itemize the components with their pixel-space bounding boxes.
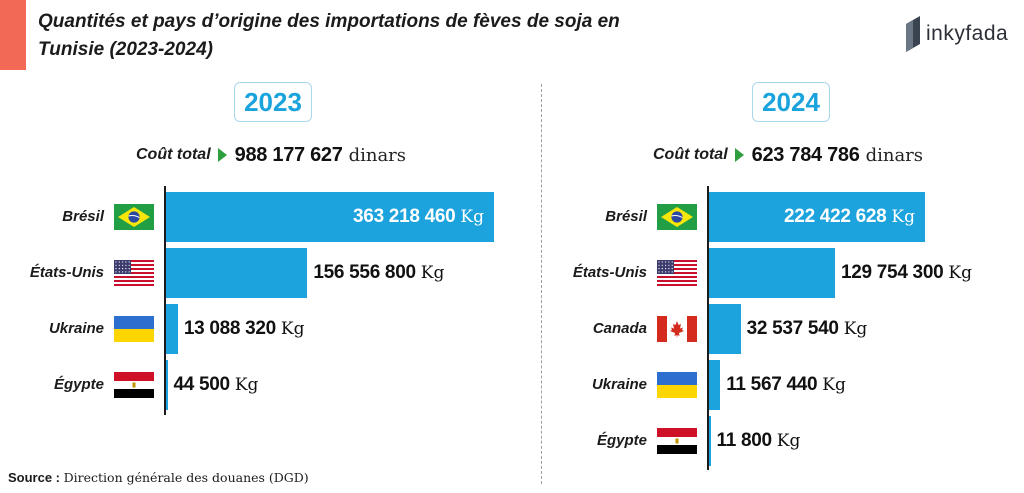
data-label-unit: Kg — [822, 375, 846, 395]
arrow-right-icon — [734, 148, 744, 162]
egypt-flag-icon — [657, 428, 697, 454]
logo-text: inkyfada — [926, 22, 1009, 45]
data-label: 363 218 460 Kg — [166, 204, 484, 230]
data-label-unit: Kg — [420, 263, 445, 283]
bar-ukraine — [709, 360, 721, 410]
data-label: 32 537 540 Kg — [747, 316, 868, 342]
bar-egypte — [166, 360, 168, 410]
country-label: États-Unis — [29, 264, 104, 281]
data-label-unit: Kg — [776, 431, 801, 451]
data-label-value: 32 537 540 — [746, 318, 839, 339]
bar-ukraine — [166, 304, 178, 354]
country-label: Ukraine — [48, 320, 104, 337]
data-label-value: 44 500 — [173, 374, 231, 395]
country-label: Canada — [592, 320, 647, 337]
arrow-right-icon — [217, 148, 227, 162]
bar-bresil — [166, 192, 494, 242]
data-label: 11 567 440 Kg — [726, 372, 846, 398]
canada-flag-icon — [657, 316, 697, 342]
total-label: Coût total — [136, 146, 211, 163]
year-badge-2023: 2023 — [234, 82, 312, 122]
panel-divider — [541, 84, 542, 484]
data-label: 222 422 628 Kg — [709, 204, 915, 230]
brazil-flag-icon — [114, 204, 154, 230]
data-label-value: 156 556 800 — [313, 262, 416, 283]
chart-title: Quantités et pays d’origine des importat… — [38, 11, 620, 60]
usa-flag-icon — [657, 260, 697, 286]
data-label: 11 800 Kg — [717, 428, 801, 454]
logo: inkyfada — [906, 16, 1008, 52]
data-label: 13 088 320 Kg — [184, 316, 305, 342]
egypt-flag-icon — [114, 372, 154, 398]
data-label-value: 11 800 — [716, 430, 773, 451]
total-currency: dinars — [865, 144, 924, 166]
bar-etats-unis — [709, 248, 835, 298]
bar-egypte — [709, 416, 711, 466]
country-label: Ukraine — [591, 376, 647, 393]
bar-etats-unis — [166, 248, 308, 298]
data-label-unit: Kg — [280, 319, 305, 339]
bar-canada — [709, 304, 741, 354]
data-label-value: 129 754 300 — [841, 262, 944, 283]
data-label: 156 556 800 Kg — [313, 260, 444, 286]
data-label-unit: Kg — [843, 319, 868, 339]
chart-axis-line — [164, 186, 166, 415]
country-label: Égypte — [596, 432, 647, 449]
ukraine-flag-icon — [657, 372, 697, 398]
source-label: Source : — [8, 470, 61, 485]
data-label-value: 13 088 320 — [183, 318, 276, 339]
year-badge-2024: 2024 — [752, 82, 830, 122]
total-label: Coût total — [653, 146, 728, 163]
total-value: 988 177 627 — [234, 143, 343, 166]
total-currency: dinars — [348, 144, 407, 166]
data-label-unit: Kg — [891, 207, 915, 227]
total-value: 623 784 786 — [751, 143, 860, 166]
source-note: Source : Direction générale des douanes … — [8, 470, 309, 485]
data-label: 129 754 300 Kg — [841, 260, 972, 286]
data-label-unit: Kg — [460, 207, 484, 227]
accent-bar — [0, 0, 26, 70]
country-label: Égypte — [53, 376, 104, 393]
total-cost-2023: Coût total 988 177 627 dinars — [136, 142, 406, 168]
chart-axis-line — [707, 186, 709, 470]
country-label: Brésil — [62, 208, 104, 225]
data-label-value: 11 567 440 — [726, 374, 818, 395]
data-label: 44 500 Kg — [174, 372, 259, 398]
country-label: Brésil — [605, 208, 647, 225]
data-label-value: 222 422 628 — [784, 206, 887, 227]
usa-flag-icon — [114, 260, 154, 286]
data-label-value: 363 218 460 — [353, 206, 456, 227]
data-label-unit: Kg — [948, 263, 972, 283]
source-text: Direction générale des douanes (DGD) — [63, 470, 309, 485]
data-label-unit: Kg — [234, 375, 259, 395]
inkyfada-logo-icon — [906, 16, 920, 52]
country-label: États-Unis — [572, 264, 647, 281]
ukraine-flag-icon — [114, 316, 154, 342]
total-cost-2024: Coût total 623 784 786 dinars — [653, 142, 923, 168]
brazil-flag-icon — [657, 204, 697, 230]
bar-bresil — [709, 192, 925, 242]
